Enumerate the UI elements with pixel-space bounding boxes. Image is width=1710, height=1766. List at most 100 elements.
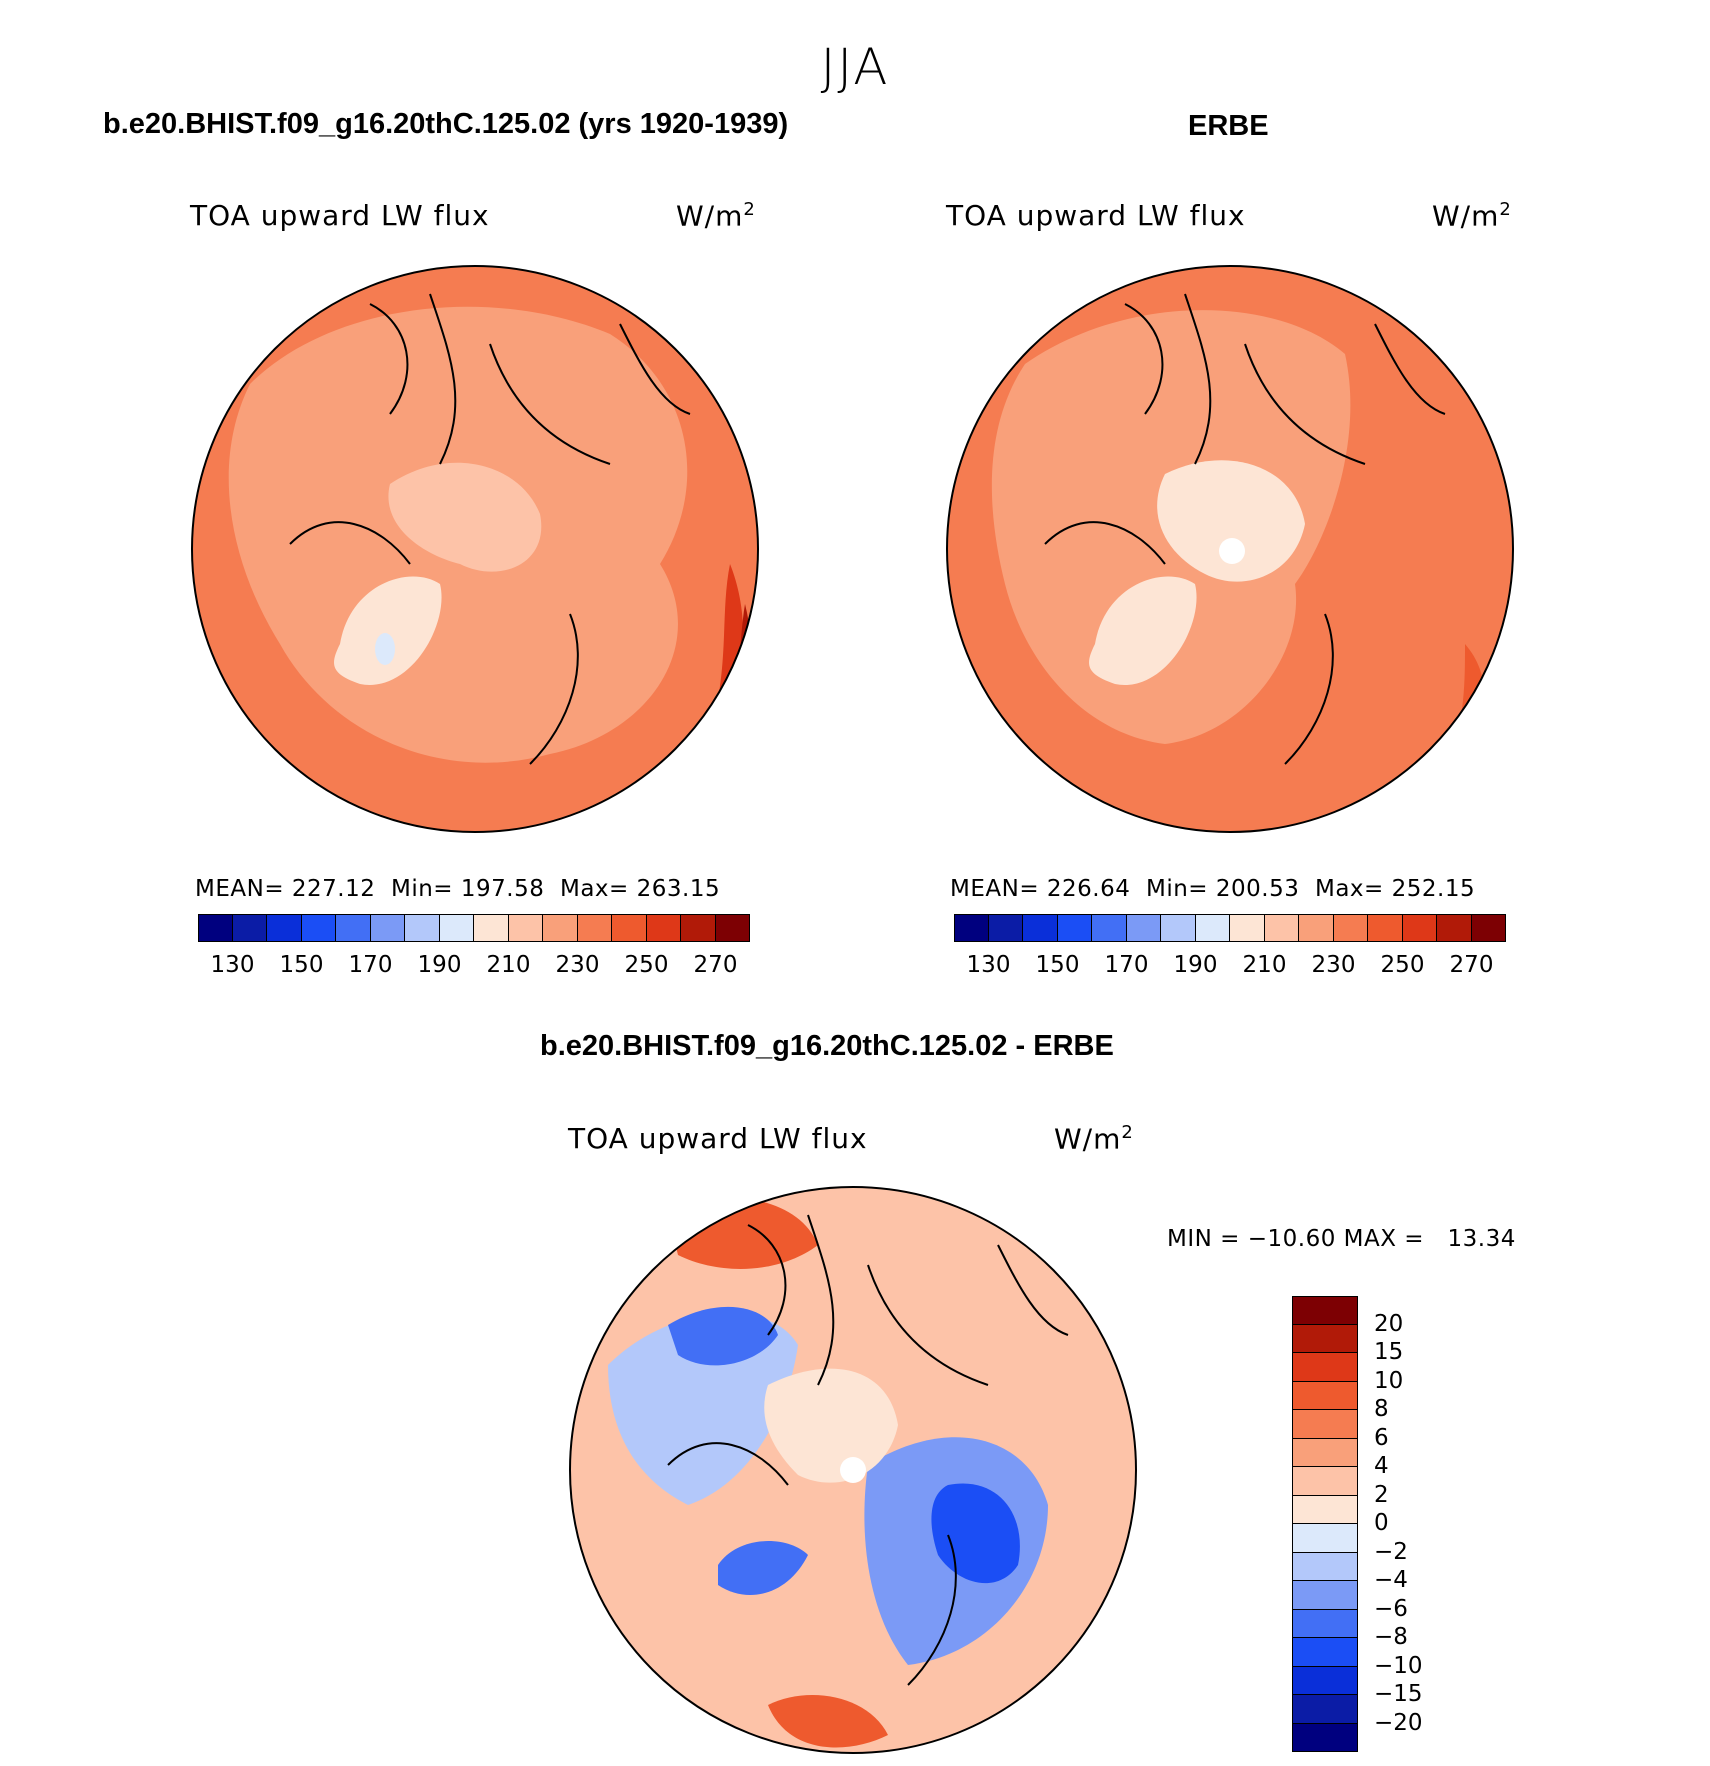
diff-map-positive-south xyxy=(768,1695,888,1748)
obs-map-shade-210 xyxy=(1157,460,1305,582)
diff-colorbar-ticks: 20 15 10 8 6 4 2 0 −2 −4 −6 −8 −10 −15 −20 xyxy=(1374,1296,1464,1752)
diff-colorbar-swatch xyxy=(1292,1296,1358,1325)
diff-colorbar-tick-label: −10 xyxy=(1374,1652,1423,1679)
model-units-label: W/m2 xyxy=(676,199,756,233)
model-variable-label: TOA upward LW flux xyxy=(190,199,490,232)
diff-map-near-zero-center xyxy=(764,1368,898,1483)
diff-colorbar-swatch xyxy=(1292,1581,1358,1610)
diff-colorbar-swatch xyxy=(1292,1495,1358,1524)
obs-colorbar-swatch xyxy=(1195,914,1230,942)
diff-colorbar-swatch xyxy=(1292,1609,1358,1638)
diff-colorbar-swatch xyxy=(1292,1410,1358,1439)
diff-colorbar-tick-label: −15 xyxy=(1374,1681,1423,1707)
diff-colorbar-swatch xyxy=(1292,1666,1358,1695)
model-colorbar-swatch xyxy=(405,914,440,942)
diff-colorbar-swatch xyxy=(1292,1324,1358,1353)
model-colorbar-swatch xyxy=(439,914,474,942)
diff-colorbar-swatch xyxy=(1292,1381,1358,1410)
model-case-title: b.e20.BHIST.f09_g16.20thC.125.02 (yrs 19… xyxy=(103,108,789,140)
model-colorbar-swatch xyxy=(301,914,336,942)
obs-colorbar-swatch xyxy=(1126,914,1161,942)
diff-colorbar-tick-label: 2 xyxy=(1374,1481,1389,1508)
diff-map-strong-negative-west xyxy=(668,1306,778,1366)
diff-colorbar-swatch xyxy=(1292,1695,1358,1724)
model-colorbar-swatch xyxy=(577,914,612,942)
model-colorbar-swatch xyxy=(232,914,267,942)
obs-colorbar xyxy=(954,914,1506,942)
model-colorbar-swatch xyxy=(715,914,750,942)
model-colorbar-tick-label: 270 xyxy=(693,952,738,978)
model-colorbar-tick-label: 230 xyxy=(555,952,600,978)
obs-polar-map xyxy=(946,265,1514,833)
model-map-greenland-shade xyxy=(334,576,442,685)
diff-map-greenland-negative xyxy=(718,1541,808,1595)
model-colorbar-tick-label: 210 xyxy=(486,952,531,978)
obs-colorbar-swatch xyxy=(1230,914,1265,942)
model-colorbar-swatch xyxy=(646,914,681,942)
diff-colorbar-swatch xyxy=(1292,1524,1358,1553)
diff-colorbar-tick-label: −2 xyxy=(1374,1538,1408,1565)
obs-colorbar-swatch xyxy=(1161,914,1196,942)
diff-colorbar-tick-label: 8 xyxy=(1374,1396,1389,1422)
obs-colorbar-ticks: 130 150 170 190 210 230 250 270 xyxy=(954,952,1506,982)
model-colorbar-tick-label: 130 xyxy=(210,952,255,978)
model-colorbar-swatch xyxy=(474,914,509,942)
obs-colorbar-tick-label: 250 xyxy=(1380,952,1425,978)
diff-colorbar-swatch xyxy=(1292,1723,1358,1752)
diff-case-title: b.e20.BHIST.f09_g16.20thC.125.02 - ERBE xyxy=(540,1030,1114,1062)
model-colorbar-tick-label: 170 xyxy=(348,952,393,978)
model-polar-map xyxy=(191,265,759,833)
obs-colorbar-swatch xyxy=(1092,914,1127,942)
model-colorbar-tick-label: 250 xyxy=(624,952,669,978)
diff-colorbar-tick-label: −6 xyxy=(1374,1595,1408,1622)
model-colorbar xyxy=(198,914,750,942)
model-colorbar-swatch xyxy=(612,914,647,942)
model-colorbar-swatch xyxy=(267,914,302,942)
model-colorbar-tick-label: 150 xyxy=(279,952,324,978)
diff-colorbar-tick-label: 0 xyxy=(1374,1510,1389,1536)
obs-map-coastlines xyxy=(1044,293,1446,765)
obs-colorbar-swatch xyxy=(1333,914,1368,942)
diff-colorbar-tick-label: 4 xyxy=(1374,1453,1389,1479)
diff-variable-label: TOA upward LW flux xyxy=(568,1122,868,1155)
obs-colorbar-tick-label: 170 xyxy=(1104,952,1149,978)
obs-colorbar-swatch xyxy=(954,914,989,942)
diff-colorbar-swatch xyxy=(1292,1438,1358,1467)
obs-colorbar-tick-label: 150 xyxy=(1035,952,1080,978)
obs-map-greenland-shade xyxy=(1089,576,1197,685)
model-map-coastlines xyxy=(289,293,691,765)
diff-colorbar-tick-label: −20 xyxy=(1374,1709,1423,1736)
obs-colorbar-tick-label: 130 xyxy=(966,952,1011,978)
obs-stats: MEAN= 226.64 Min= 200.53 Max= 252.15 xyxy=(950,876,1476,902)
diff-stats: MIN = −10.60 MAX = 13.34 xyxy=(1167,1226,1516,1252)
model-map-shade-250 xyxy=(710,564,744,734)
obs-colorbar-swatch xyxy=(1264,914,1299,942)
diff-colorbar-tick-label: −4 xyxy=(1374,1567,1408,1593)
obs-colorbar-tick-label: 230 xyxy=(1311,952,1356,978)
obs-colorbar-swatch xyxy=(1471,914,1506,942)
model-map-shade-210 xyxy=(388,462,542,572)
obs-case-title: ERBE xyxy=(1188,110,1269,142)
model-map-border xyxy=(191,265,759,833)
obs-variable-label: TOA upward LW flux xyxy=(946,199,1246,232)
obs-colorbar-swatch xyxy=(1023,914,1058,942)
diff-colorbar-tick-label: 6 xyxy=(1374,1424,1389,1451)
diff-units-label: W/m2 xyxy=(1054,1122,1134,1156)
model-stats: MEAN= 227.12 Min= 197.58 Max= 263.15 xyxy=(195,876,721,902)
obs-colorbar-swatch xyxy=(988,914,1023,942)
model-colorbar-swatch xyxy=(543,914,578,942)
model-map-min-spot xyxy=(375,633,395,665)
diff-map-pole-hole xyxy=(840,1457,866,1483)
obs-map-border xyxy=(946,265,1514,833)
model-colorbar-swatch xyxy=(508,914,543,942)
diff-map-negative-west xyxy=(608,1312,798,1505)
diff-colorbar-tick-label: 20 xyxy=(1374,1310,1404,1337)
obs-colorbar-swatch xyxy=(1437,914,1472,942)
model-colorbar-swatch xyxy=(681,914,716,942)
obs-colorbar-swatch xyxy=(1057,914,1092,942)
obs-units-label: W/m2 xyxy=(1432,199,1512,233)
diff-colorbar-swatch xyxy=(1292,1638,1358,1667)
diff-colorbar-swatch xyxy=(1292,1552,1358,1581)
season-title: JJA xyxy=(820,38,890,96)
obs-colorbar-tick-label: 210 xyxy=(1242,952,1287,978)
